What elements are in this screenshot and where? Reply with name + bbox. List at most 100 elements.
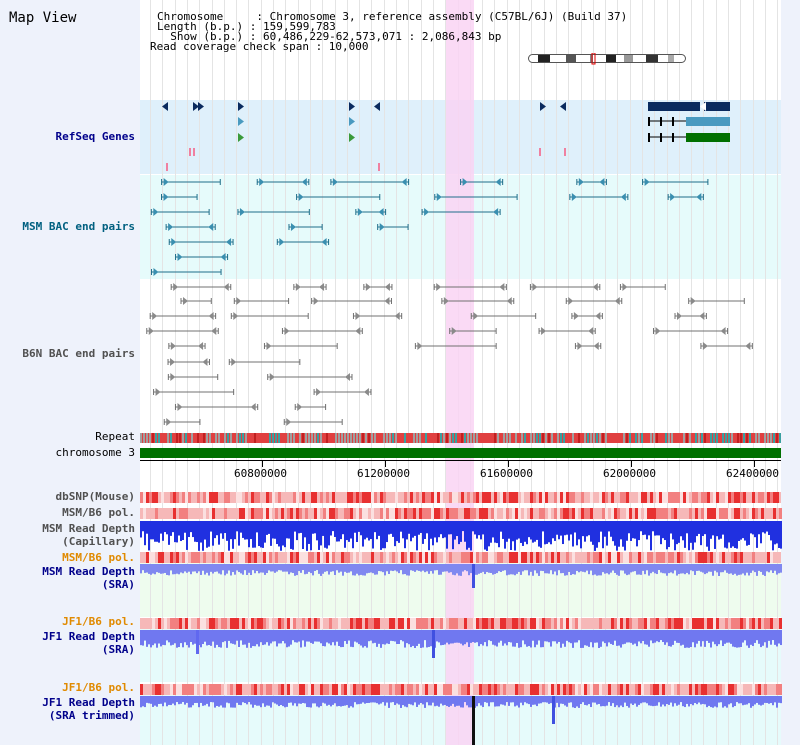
bac-end-arrow[interactable] <box>290 223 296 231</box>
bac-end-arrow[interactable] <box>702 342 708 350</box>
bac-end-arrow[interactable] <box>301 178 307 186</box>
track-label-jf1-trim-2[interactable]: (SRA trimmed) <box>48 709 135 722</box>
bac-end-arrow[interactable] <box>239 208 245 216</box>
bac-end-arrow[interactable] <box>745 342 751 350</box>
bac-end-arrow[interactable] <box>644 178 650 186</box>
track-label-refseq[interactable]: RefSeq Genes <box>55 130 135 143</box>
bac-end-arrow[interactable] <box>163 178 169 186</box>
bac-end-pair[interactable] <box>433 284 507 290</box>
bac-end-arrow[interactable] <box>357 208 363 216</box>
bac-end-pair[interactable] <box>150 269 222 275</box>
bac-end-pair[interactable] <box>414 343 497 349</box>
bac-end-pair[interactable] <box>296 194 381 200</box>
bac-end-arrow[interactable] <box>696 193 702 201</box>
bac-end-pair[interactable] <box>175 254 229 260</box>
bac-end-pair[interactable] <box>149 313 217 319</box>
bac-end-arrow[interactable] <box>532 283 538 291</box>
track-label-jf1-b6-pol-2[interactable]: JF1/B6 pol. <box>62 681 135 694</box>
bac-end-arrow[interactable] <box>231 358 237 366</box>
bac-end-arrow[interactable] <box>250 403 256 411</box>
bac-end-arrow[interactable] <box>220 253 226 261</box>
bac-end-arrow[interactable] <box>297 403 303 411</box>
bac-end-arrow[interactable] <box>699 312 705 320</box>
track-label-jf1-depth-2[interactable]: (SRA) <box>101 643 135 656</box>
bac-end-arrow[interactable] <box>493 208 499 216</box>
bac-end-arrow[interactable] <box>473 312 479 320</box>
bac-end-arrow[interactable] <box>571 193 577 201</box>
bac-end-arrow[interactable] <box>384 283 390 291</box>
bac-end-arrow[interactable] <box>321 238 327 246</box>
bac-end-pair[interactable] <box>237 209 310 215</box>
bac-end-arrow[interactable] <box>182 297 188 305</box>
bac-end-arrow[interactable] <box>506 297 512 305</box>
bac-end-arrow[interactable] <box>593 342 599 350</box>
bac-end-pair[interactable] <box>283 419 343 425</box>
track-label-jf1-b6-pol[interactable]: JF1/B6 pol. <box>62 615 135 628</box>
bac-end-pair[interactable] <box>146 328 219 334</box>
bac-end-arrow[interactable] <box>332 178 338 186</box>
bac-end-pair[interactable] <box>441 298 515 304</box>
bac-end-pair[interactable] <box>538 328 596 334</box>
bac-end-pair[interactable] <box>150 209 210 215</box>
track-label-msm-depth-sra-2[interactable]: (SRA) <box>101 578 135 591</box>
bac-end-arrow[interactable] <box>313 297 319 305</box>
bac-end-pair[interactable] <box>529 284 601 290</box>
bac-end-arrow[interactable] <box>259 178 265 186</box>
bac-end-arrow[interactable] <box>499 283 505 291</box>
bac-end-arrow[interactable] <box>279 238 285 246</box>
bac-end-arrow[interactable] <box>592 283 598 291</box>
bac-end-arrow[interactable] <box>443 297 449 305</box>
bac-end-arrow[interactable] <box>152 312 158 320</box>
bac-end-arrow[interactable] <box>211 327 217 335</box>
bac-end-arrow[interactable] <box>226 238 232 246</box>
bac-end-pair[interactable] <box>161 179 221 185</box>
bac-end-pair[interactable] <box>165 224 216 230</box>
bac-end-pair[interactable] <box>700 343 753 349</box>
bac-end-arrow[interactable] <box>208 312 214 320</box>
bac-end-arrow[interactable] <box>355 327 361 335</box>
track-label-msm-depth-cap-1[interactable]: MSM Read Depth <box>42 522 135 535</box>
bac-end-arrow[interactable] <box>266 342 272 350</box>
bac-end-arrow[interactable] <box>578 178 584 186</box>
bac-end-arrow[interactable] <box>298 193 304 201</box>
bac-end-pair[interactable] <box>256 179 310 185</box>
bac-end-arrow[interactable] <box>208 223 214 231</box>
bac-end-pair[interactable] <box>460 179 504 185</box>
track-label-jf1-depth-1[interactable]: JF1 Read Depth <box>42 630 135 643</box>
track-label-msm-bac[interactable]: MSM BAC end pairs <box>22 220 135 233</box>
bac-end-arrow[interactable] <box>198 342 204 350</box>
bac-end-pair[interactable] <box>330 179 410 185</box>
bac-end-pair[interactable] <box>276 239 330 245</box>
bac-end-arrow[interactable] <box>153 268 159 276</box>
bac-end-pair[interactable] <box>167 374 219 380</box>
track-label-msm-b6-pol[interactable]: MSM/B6 pol. <box>62 506 135 519</box>
bac-end-arrow[interactable] <box>236 297 242 305</box>
bac-end-pair[interactable] <box>267 374 353 380</box>
bac-end-pair[interactable] <box>688 298 745 304</box>
bac-end-pair[interactable] <box>652 328 729 334</box>
bac-end-arrow[interactable] <box>363 388 369 396</box>
bac-end-arrow[interactable] <box>153 208 159 216</box>
bac-end-arrow[interactable] <box>588 327 594 335</box>
bac-end-arrow[interactable] <box>177 253 183 261</box>
bac-end-arrow[interactable] <box>295 283 301 291</box>
bac-end-pair[interactable] <box>281 328 363 334</box>
bac-end-arrow[interactable] <box>620 193 626 201</box>
bac-end-arrow[interactable] <box>599 178 605 186</box>
bac-end-arrow[interactable] <box>170 342 176 350</box>
bac-end-pair[interactable] <box>263 343 338 349</box>
bac-end-arrow[interactable] <box>344 373 350 381</box>
bac-end-pair[interactable] <box>619 284 666 290</box>
bac-end-arrow[interactable] <box>365 283 371 291</box>
bac-end-pair[interactable] <box>421 209 501 215</box>
bac-end-arrow[interactable] <box>379 223 385 231</box>
bac-end-arrow[interactable] <box>269 373 275 381</box>
bac-end-pair[interactable] <box>569 194 629 200</box>
bac-end-pair[interactable] <box>434 194 518 200</box>
bac-end-pair[interactable] <box>174 404 259 410</box>
bac-end-arrow[interactable] <box>568 297 574 305</box>
bac-end-arrow[interactable] <box>166 418 172 426</box>
bac-end-arrow[interactable] <box>541 327 547 335</box>
bac-end-arrow[interactable] <box>173 283 179 291</box>
